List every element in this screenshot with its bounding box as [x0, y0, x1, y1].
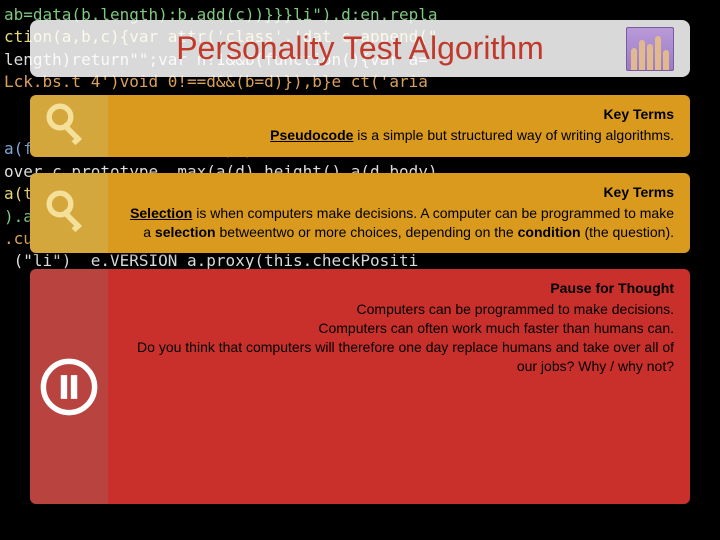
line: Computers can often work much faster tha…	[318, 320, 674, 336]
term: Selection	[130, 205, 192, 221]
title-bar: Personality Test Algorithm	[30, 20, 690, 77]
text: (the question).	[581, 224, 674, 240]
key-terms-box-1: Key Terms Pseudocode is a simple but str…	[30, 95, 690, 157]
pause-for-thought-box: Pause for Thought Computers can be progr…	[30, 269, 690, 504]
key-terms-2-body: Key Terms Selection is when computers ma…	[108, 173, 690, 254]
definition: is a simple but structured way of writin…	[353, 127, 674, 143]
key-icon	[30, 95, 108, 157]
box-heading: Key Terms	[124, 105, 674, 124]
slide-content: Personality Test Algorithm Key Terms Pse…	[0, 0, 720, 540]
pause-body: Pause for Thought Computers can be progr…	[108, 269, 690, 504]
box-heading: Pause for Thought	[124, 279, 674, 298]
line: Computers can be programmed to make deci…	[357, 301, 674, 317]
line: Do you think that computers will therefo…	[137, 339, 674, 374]
text: betweentwo or more choices, depending on…	[216, 224, 518, 240]
key-terms-1-body: Key Terms Pseudocode is a simple but str…	[108, 95, 690, 157]
bold-word: selection	[155, 224, 216, 240]
box-heading: Key Terms	[124, 183, 674, 202]
term: Pseudocode	[270, 127, 353, 143]
pause-icon	[30, 269, 108, 504]
key-icon	[30, 173, 108, 254]
slide-title: Personality Test Algorithm	[176, 30, 544, 67]
bold-word: condition	[518, 224, 581, 240]
key-terms-box-2: Key Terms Selection is when computers ma…	[30, 173, 690, 254]
hands-icon	[626, 27, 674, 71]
